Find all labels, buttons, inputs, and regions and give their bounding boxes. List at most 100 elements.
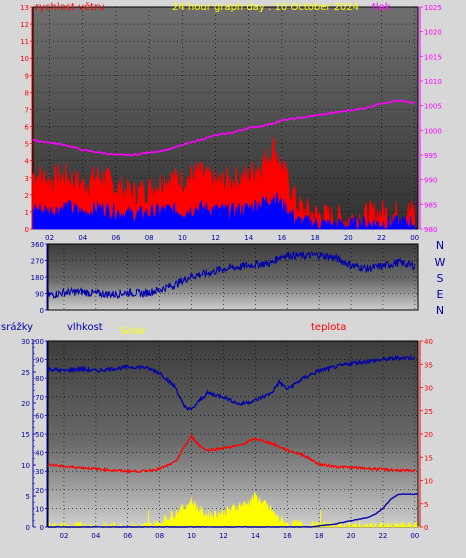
rain-tick-label: 15 — [21, 431, 30, 439]
x-tick-label: 20 — [344, 234, 353, 242]
x-tick-label: 14 — [244, 234, 253, 242]
y-tick-label: 10 — [20, 55, 29, 63]
solar-label: Solar — [120, 326, 146, 337]
compass-label-n-top: N — [436, 239, 444, 252]
y-tick-label: 0 — [40, 524, 44, 532]
right-tick-label: 20 — [424, 431, 433, 439]
x-tick-label: 12 — [219, 532, 228, 540]
y-tick-label: 4 — [25, 158, 30, 166]
right-tick-label: 35 — [424, 361, 433, 369]
x-tick-label: 22 — [377, 234, 386, 242]
wind-direction-series — [47, 251, 416, 300]
y-tick-label: 50 — [35, 431, 44, 439]
wind-axis-label: rychlost větru — [35, 1, 105, 13]
rain-tick-label: 30 — [21, 338, 30, 346]
right-tick-label: 995 — [424, 152, 437, 160]
rain-tick-label: 5 — [26, 493, 30, 501]
humidity-axis-label: vlhkost — [67, 322, 103, 333]
right-tick-label: 15 — [424, 454, 433, 462]
rain-axis-label: srážky — [1, 321, 33, 333]
y-tick-label: 180 — [31, 274, 44, 282]
wind-gust-series — [32, 137, 416, 231]
y-tick-label: 360 — [31, 241, 44, 249]
y-tick-label: 100 — [31, 338, 44, 346]
right-tick-label: 1005 — [424, 103, 442, 111]
rain-series — [48, 493, 419, 528]
wind-speed-series — [32, 192, 416, 231]
right-tick-label: 1020 — [424, 29, 442, 37]
y-tick-label: 3 — [25, 175, 29, 183]
compass-label-e: E — [437, 288, 444, 301]
x-tick-label: 00 — [410, 532, 419, 540]
x-tick-label: 18 — [315, 532, 324, 540]
x-tick-label: 04 — [78, 234, 87, 242]
x-tick-label: 08 — [145, 234, 154, 242]
right-tick-label: 1025 — [424, 4, 442, 12]
y-tick-label: 13 — [20, 4, 29, 12]
y-tick-label: 7 — [25, 106, 29, 114]
y-tick-label: 2 — [25, 192, 29, 200]
y-tick-label: 0 — [40, 307, 44, 315]
humidity-series — [47, 354, 416, 412]
y-tick-label: 90 — [35, 291, 44, 299]
y-tick-label: 70 — [35, 394, 44, 402]
x-tick-label: 18 — [311, 234, 320, 242]
x-tick-label: 02 — [45, 234, 54, 242]
compass-label-w: W — [435, 256, 446, 269]
pressure-series — [32, 99, 416, 157]
y-tick-label: 270 — [31, 258, 44, 266]
x-tick-label: 22 — [378, 532, 387, 540]
right-tick-label: 1000 — [424, 127, 442, 135]
right-tick-label: 25 — [424, 408, 433, 416]
right-tick-label: 980 — [424, 226, 437, 234]
x-tick-label: 00 — [410, 234, 419, 242]
y-tick-label: 12 — [20, 21, 29, 29]
right-tick-label: 985 — [424, 201, 437, 209]
temperature-series — [47, 434, 416, 474]
right-tick-label: 40 — [424, 338, 433, 346]
y-tick-label: 30 — [35, 468, 44, 476]
x-tick-label: 04 — [91, 532, 100, 540]
y-tick-label: 60 — [35, 412, 44, 420]
x-tick-label: 06 — [123, 532, 132, 540]
compass-label-s: S — [437, 272, 444, 285]
y-tick-label: 40 — [35, 450, 44, 458]
right-tick-label: 5 — [424, 501, 428, 509]
rain-tick-label: 25 — [21, 369, 30, 377]
x-tick-label: 02 — [59, 532, 68, 540]
right-tick-label: 0 — [424, 524, 428, 532]
graph-title: 24 hour graph day : 10 October 2024 — [172, 2, 359, 13]
right-tick-label: 10 — [424, 478, 433, 486]
y-tick-label: 10 — [35, 505, 44, 513]
x-tick-label: 10 — [178, 234, 187, 242]
y-tick-label: 0 — [25, 226, 29, 234]
right-tick-label: 1015 — [424, 53, 442, 61]
x-tick-label: 16 — [283, 532, 292, 540]
right-tick-label: 30 — [424, 385, 433, 393]
y-tick-label: 6 — [25, 124, 30, 132]
pressure-axis-label: tlak — [372, 2, 391, 13]
y-tick-label: 9 — [25, 72, 29, 80]
right-tick-label: 990 — [424, 177, 437, 185]
y-tick-label: 20 — [35, 487, 44, 495]
y-tick-label: 1 — [25, 209, 29, 217]
x-tick-label: 10 — [187, 532, 196, 540]
rain-tick-label: 10 — [21, 462, 30, 470]
x-tick-label: 12 — [211, 234, 220, 242]
x-tick-label: 06 — [112, 234, 121, 242]
rain-tick-label: 20 — [21, 400, 30, 408]
y-tick-label: 8 — [25, 89, 29, 97]
rain-tick-label: 0 — [26, 524, 30, 532]
y-tick-label: 11 — [20, 38, 29, 46]
y-tick-label: 80 — [35, 375, 44, 383]
x-tick-label: 16 — [277, 234, 286, 242]
x-tick-label: 08 — [155, 532, 164, 540]
y-tick-label: 90 — [35, 357, 44, 365]
compass-label-n-bottom: N — [436, 304, 444, 317]
temperature-axis-label: teplota — [311, 322, 346, 333]
y-tick-label: 5 — [25, 141, 29, 149]
x-tick-label: 14 — [251, 532, 260, 540]
right-tick-label: 1010 — [424, 78, 442, 86]
